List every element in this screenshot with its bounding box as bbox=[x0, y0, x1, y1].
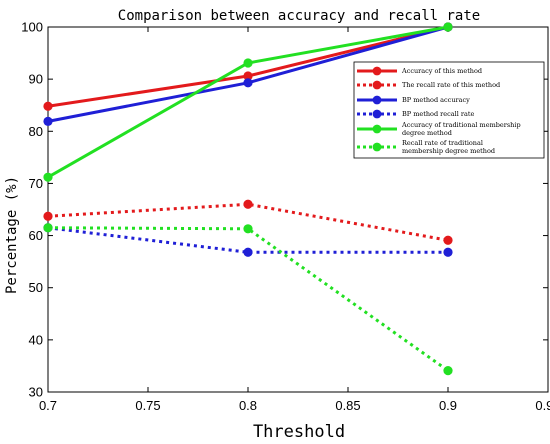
chart-title: Comparison between accuracy and recall r… bbox=[118, 8, 480, 24]
data-point bbox=[443, 366, 453, 376]
series-line bbox=[47, 202, 449, 242]
legend-label: Accuracy of this method bbox=[401, 67, 482, 75]
y-tick-label: 70 bbox=[29, 176, 43, 191]
data-point bbox=[443, 247, 453, 257]
data-point bbox=[43, 116, 53, 126]
legend: Accuracy of this method The recall rate o… bbox=[353, 61, 545, 159]
y-tick-label: 40 bbox=[29, 332, 43, 347]
data-point bbox=[243, 58, 253, 68]
y-tick-label: 30 bbox=[29, 385, 43, 400]
x-tick-label: 0.95 bbox=[535, 398, 550, 413]
legend-marker bbox=[372, 142, 382, 152]
legend-label: membership degree method bbox=[402, 147, 495, 155]
x-tick-label: 0.75 bbox=[135, 398, 160, 413]
legend-marker bbox=[372, 124, 382, 134]
data-point bbox=[443, 235, 453, 245]
legend-marker bbox=[372, 95, 382, 105]
legend-marker bbox=[372, 66, 382, 76]
series-lines bbox=[43, 22, 453, 376]
y-tick-label: 90 bbox=[29, 72, 43, 87]
x-tick-label: 0.9 bbox=[439, 398, 457, 413]
legend-label: The recall rate of this method bbox=[402, 81, 500, 89]
y-tick-label: 100 bbox=[21, 20, 43, 35]
legend-label: Recall rate of traditional bbox=[402, 139, 483, 147]
data-point bbox=[243, 224, 253, 234]
y-axis-label: Percentage (%) bbox=[4, 176, 20, 294]
data-point bbox=[243, 78, 253, 88]
data-point bbox=[243, 71, 253, 81]
plot-frame bbox=[47, 26, 549, 393]
legend-label: Accuracy of traditional membership bbox=[401, 121, 521, 129]
data-point bbox=[243, 247, 253, 257]
x-tick-label: 0.7 bbox=[39, 398, 57, 413]
legend-marker bbox=[372, 109, 382, 119]
y-tick-label: 80 bbox=[29, 124, 43, 139]
x-axis-label: Threshold bbox=[253, 422, 345, 442]
data-point bbox=[43, 172, 53, 182]
legend-box bbox=[353, 61, 545, 159]
x-tick-label: 0.8 bbox=[239, 398, 257, 413]
data-point bbox=[243, 199, 253, 209]
legend-marker bbox=[372, 80, 382, 90]
data-point bbox=[43, 223, 53, 233]
y-tick-label: 50 bbox=[29, 280, 43, 295]
data-point bbox=[443, 22, 453, 32]
data-point bbox=[43, 211, 53, 221]
y-tick-label: 60 bbox=[29, 228, 43, 243]
x-tick-label: 0.85 bbox=[335, 398, 360, 413]
data-point bbox=[43, 101, 53, 111]
legend-label: degree method bbox=[402, 129, 452, 137]
legend-label: BP method accuracy bbox=[402, 96, 470, 104]
axis-ticks: 0.7 0.75 0.8 0.85 0.9 0.95 30 40 50 60 70 80 90 100 bbox=[21, 20, 550, 414]
legend-label: BP method recall rate bbox=[402, 110, 474, 118]
